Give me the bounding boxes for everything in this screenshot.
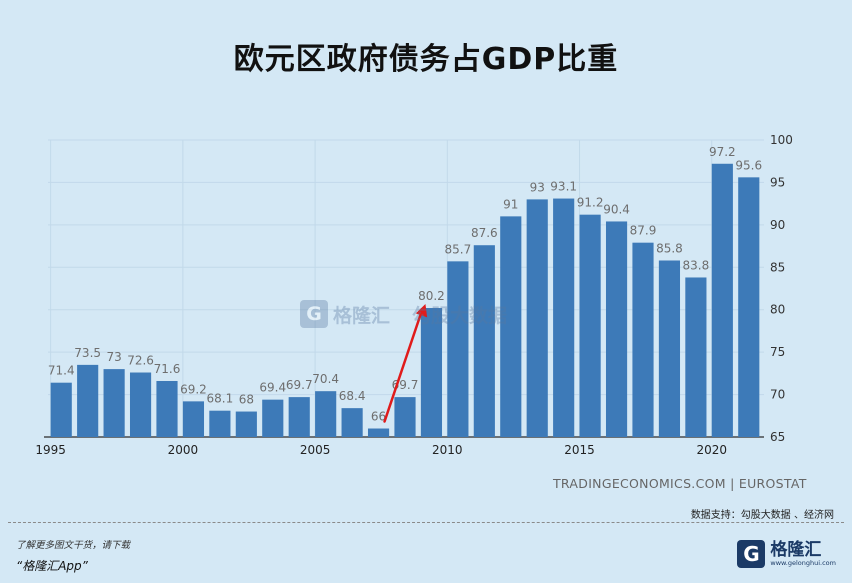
value-label: 71.4 (48, 364, 75, 378)
value-label: 68.4 (339, 389, 366, 403)
value-label: 73.5 (74, 346, 101, 360)
brand-name: 格隆汇 (770, 540, 822, 560)
bar (553, 198, 575, 437)
value-label: 70.4 (312, 372, 339, 386)
bar (129, 372, 152, 437)
bar (420, 308, 443, 437)
value-label: 97.2 (709, 145, 736, 159)
bar (341, 408, 363, 437)
value-label: 85.8 (656, 241, 683, 255)
bar (262, 399, 284, 437)
bar (605, 221, 628, 437)
value-label: 68 (239, 393, 254, 407)
value-label: 85.7 (445, 242, 472, 256)
bar (685, 277, 707, 437)
brand-logo[interactable]: G 格隆汇 www.gelonghui.com (737, 538, 836, 570)
bar (632, 242, 654, 437)
y-tick-label: 80 (770, 303, 785, 317)
x-tick-label: 1995 (35, 443, 66, 457)
value-label: 80.2 (418, 289, 445, 303)
y-tick-label: 65 (770, 430, 785, 444)
chart-title: 欧元区政府债务占GDP比重 (233, 42, 619, 77)
bar (288, 397, 310, 437)
value-label: 72.6 (127, 354, 154, 368)
x-tick-label: 2005 (300, 443, 331, 457)
value-label: 71.6 (154, 362, 181, 376)
y-tick-label: 95 (770, 175, 785, 189)
bar (77, 364, 99, 437)
bar (315, 391, 337, 437)
bar (156, 380, 178, 437)
brand-logo-icon: G (737, 540, 766, 568)
bar (473, 245, 495, 437)
value-labels: 71.4 73.5 73 72.671.6 69.268.1 68 69.4 69.7 70.4… (48, 145, 762, 424)
value-label: 91 (503, 197, 518, 211)
bar (500, 216, 522, 437)
bar (658, 260, 681, 437)
bar (738, 177, 760, 437)
arrow-head (415, 304, 428, 318)
brand-url: www.gelonghui.com (770, 559, 836, 567)
value-label: 90.4 (603, 202, 630, 216)
value-label: 69.2 (180, 382, 207, 396)
bar-chart: 71.4 73.5 73 72.671.6 69.268.1 68 69.4 69.7 70.4… (35, 133, 793, 457)
bar (209, 410, 231, 437)
x-tick-label: 2020 (696, 443, 727, 457)
data-support-note: 数据支持：勾股大数据 、经济网 (690, 510, 834, 521)
annotation-arrow (383, 304, 428, 423)
arrow-shaft (383, 307, 424, 423)
value-label: 73 (106, 350, 121, 364)
footer-promo-text: 了解更多图文干货，请下载 (16, 540, 131, 551)
footer-app-name: “格隆汇App” (16, 559, 88, 573)
value-label: 87.6 (471, 226, 498, 240)
footer-divider (8, 522, 844, 523)
value-label: 69.4 (259, 381, 286, 395)
bars (50, 163, 760, 437)
value-label: 93.1 (550, 180, 577, 194)
y-axis-ticks: 65 70 75 80 85 90 95 100 (770, 133, 793, 444)
bar (103, 369, 125, 437)
bar (50, 382, 72, 437)
bar (447, 261, 469, 437)
bar (526, 199, 548, 437)
value-label: 95.6 (735, 158, 762, 172)
bar (711, 163, 733, 437)
value-label: 68.1 (207, 392, 234, 406)
value-label: 83.8 (683, 258, 710, 272)
bar (367, 428, 390, 437)
y-tick-label: 100 (770, 133, 793, 147)
y-tick-label: 85 (770, 260, 785, 274)
bar (235, 411, 257, 437)
x-axis-ticks: 1995 2000 2005 2010 2015 2020 (35, 443, 727, 457)
x-tick-label: 2010 (432, 443, 463, 457)
y-tick-label: 70 (770, 388, 785, 402)
grid-lines (44, 139, 764, 438)
value-label: 66 (371, 410, 386, 424)
x-tick-label: 2015 (564, 443, 595, 457)
bar (579, 214, 601, 437)
value-label: 91.2 (577, 196, 604, 210)
bar (182, 401, 205, 437)
value-label: 69.7 (286, 378, 313, 392)
y-tick-label: 90 (770, 218, 785, 232)
x-tick-label: 2000 (168, 443, 199, 457)
chart-source: TRADINGECONOMICS.COM | EUROSTAT (553, 476, 807, 491)
y-tick-label: 75 (770, 345, 785, 359)
value-label: 87.9 (630, 224, 657, 238)
value-label: 93 (530, 180, 545, 194)
bar (394, 397, 416, 437)
